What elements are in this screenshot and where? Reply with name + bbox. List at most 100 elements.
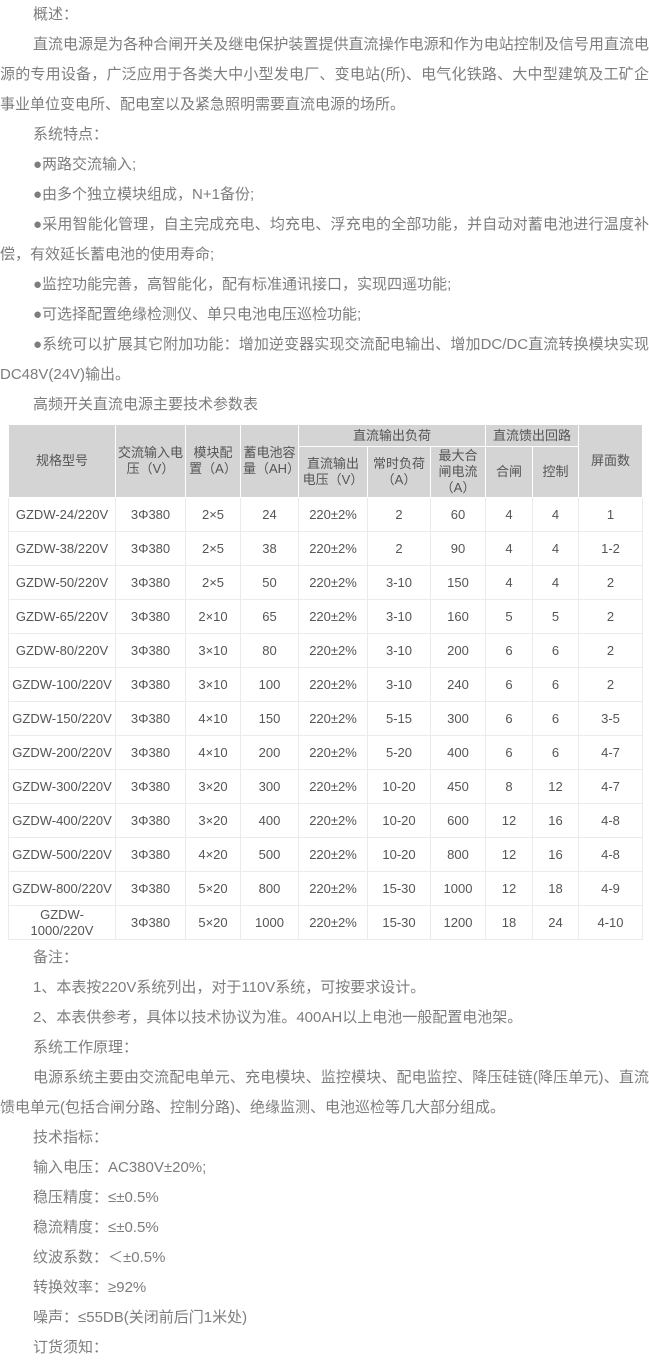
- feature-item: ●可选择配置绝缘检测仪、单只电池电压巡检功能;: [33, 306, 362, 323]
- table-cell: 6: [485, 667, 533, 702]
- table-cell: 5×20: [185, 871, 241, 906]
- table-row: GZDW-500/220V 3Φ380 4×20 500 220±2% 10-20 800 1…: [8, 837, 644, 872]
- table-cell: 2: [578, 565, 644, 600]
- table-cell: 5: [485, 599, 533, 634]
- feature-item: ●两路交流输入;: [33, 156, 137, 173]
- table-cell: 3-10: [367, 599, 431, 634]
- table-cell: 300: [430, 701, 486, 736]
- table-cell: 220±2%: [298, 497, 368, 532]
- table-cell: 5-20: [367, 735, 431, 770]
- table-cell: 220±2%: [298, 599, 368, 634]
- table-cell: 3Φ380: [115, 837, 186, 872]
- table-cell: 24: [240, 497, 299, 532]
- col-header-dc-output-voltage: 直流输出电压（V）: [298, 446, 368, 498]
- table-cell: 3-5: [578, 701, 644, 736]
- table-cell: 800: [240, 871, 299, 906]
- spec-table: 规格型号 交流输入电压（V） 模块配置（A） 蓄电池容量（AH） 直流输出负荷 …: [8, 424, 644, 940]
- indicator-item: 纹波系数：＜±0.5%: [33, 1249, 166, 1266]
- table-cell: 160: [430, 599, 486, 634]
- table-cell: 3Φ380: [115, 667, 186, 702]
- table-cell: 6: [531, 701, 580, 736]
- table-cell: 2: [578, 633, 644, 668]
- table-cell: GZDW-400/220V: [8, 803, 116, 838]
- table-cell: GZDW-100/220V: [8, 667, 116, 702]
- table-cell: 200: [240, 735, 299, 770]
- table-cell: 2: [367, 497, 431, 532]
- table-cell: 4: [531, 497, 580, 532]
- principle-paragraph: 电源系统主要由交流配电单元、充电模块、监控模块、配电监控、降压硅链(降压单元)、…: [0, 1069, 649, 1116]
- table-cell: 4: [485, 497, 533, 532]
- table-cell: 12: [531, 769, 580, 804]
- table-cell: 6: [531, 667, 580, 702]
- indicator-item: 噪声：≤55DB(关闭前后门1米处): [33, 1309, 248, 1326]
- features-heading: 系统特点：: [33, 126, 109, 143]
- table-cell: 4-8: [578, 803, 644, 838]
- table-cell: GZDW-200/220V: [8, 735, 116, 770]
- table-cell: 4-8: [578, 837, 644, 872]
- table-cell: 2: [578, 599, 644, 634]
- table-cell: 400: [240, 803, 299, 838]
- table-cell: 3Φ380: [115, 905, 186, 940]
- table-cell: 6: [485, 701, 533, 736]
- table-cell: 12: [485, 837, 533, 872]
- table-cell: 6: [531, 633, 580, 668]
- table-cell: 220±2%: [298, 735, 368, 770]
- table-row: GZDW-100/220V 3Φ380 3×10 100 220±2% 3-10 240 6 6…: [8, 667, 644, 702]
- table-row: GZDW-400/220V 3Φ380 3×20 400 220±2% 10-20 600 1…: [8, 803, 644, 838]
- col-header-closing: 合闸: [485, 446, 533, 498]
- table-cell: 220±2%: [298, 871, 368, 906]
- table-cell: 2: [578, 667, 644, 702]
- table-row: GZDW-38/220V 3Φ380 2×5 38 220±2% 2 90 4 4 1-2: [8, 531, 644, 566]
- table-cell: GZDW-65/220V: [8, 599, 116, 634]
- table-cell: 220±2%: [298, 803, 368, 838]
- indicator-item: 稳压精度：≤±0.5%: [33, 1189, 159, 1206]
- col-header-ac-input: 交流输入电压（V）: [115, 424, 186, 498]
- table-cell: 6: [531, 735, 580, 770]
- table-row: GZDW-65/220V 3Φ380 2×10 65 220±2% 3-10 160 5 5 2: [8, 599, 644, 634]
- col-header-battery-capacity: 蓄电池容量（AH）: [240, 424, 300, 498]
- table-cell: 3×10: [185, 633, 241, 668]
- table-row: GZDW-24/220V 3Φ380 2×5 24 220±2% 2 60 4 4 1: [8, 497, 644, 532]
- table-cell: 220±2%: [298, 633, 368, 668]
- table-cell: 150: [430, 565, 486, 600]
- indicator-item: 输入电压：AC380V±20%;: [33, 1159, 207, 1176]
- table-cell: GZDW-500/220V: [8, 837, 116, 872]
- col-header-normal-load: 常时负荷（A）: [367, 446, 431, 498]
- indicator-item: 转换效率：≥92%: [33, 1279, 147, 1296]
- table-cell: 8: [485, 769, 533, 804]
- table-cell: 2×5: [185, 497, 241, 532]
- table-cell: 3Φ380: [115, 497, 186, 532]
- table-cell: 4: [531, 565, 580, 600]
- table-cell: 18: [531, 871, 580, 906]
- table-cell: GZDW-800/220V: [8, 871, 116, 906]
- overview-heading: 概述：: [33, 6, 79, 23]
- table-cell: 12: [485, 803, 533, 838]
- table-row: GZDW-150/220V 3Φ380 4×10 150 220±2% 5-15 300 6 6…: [8, 701, 644, 736]
- header-group-row: 规格型号 交流输入电压（V） 模块配置（A） 蓄电池容量（AH） 直流输出负荷 …: [8, 424, 644, 498]
- table-cell: 4×10: [185, 735, 241, 770]
- table-cell: 2×5: [185, 565, 241, 600]
- col-group-dc-output-load: 直流输出负荷: [298, 424, 486, 447]
- table-cell: 300: [240, 769, 299, 804]
- table-cell: 16: [531, 803, 580, 838]
- principle-heading: 系统工作原理：: [33, 1039, 139, 1056]
- table-cell: 10-20: [367, 769, 431, 804]
- table-cell: 5×20: [185, 905, 241, 940]
- table-cell: GZDW-80/220V: [8, 633, 116, 668]
- table-cell: GZDW-50/220V: [8, 565, 116, 600]
- table-cell: 3Φ380: [115, 871, 186, 906]
- table-cell: 3×20: [185, 769, 241, 804]
- table-cell: 4×10: [185, 701, 241, 736]
- spec-table-body: GZDW-24/220V 3Φ380 2×5 24 220±2% 2 60 4 4 1 GZDW-3…: [8, 497, 644, 940]
- table-cell: 3Φ380: [115, 769, 186, 804]
- table-cell: 1-2: [578, 531, 644, 566]
- table-cell: 3Φ380: [115, 701, 186, 736]
- table-cell: 5: [531, 599, 580, 634]
- table-cell: 1200: [430, 905, 486, 940]
- table-cell: 4-7: [578, 735, 644, 770]
- table-cell: 3Φ380: [115, 735, 186, 770]
- table-cell: 3Φ380: [115, 633, 186, 668]
- table-cell: 65: [240, 599, 299, 634]
- feature-item: ●系统可以扩展其它附加功能：增加逆变器实现交流配电输出、增加DC/DC直流转换模…: [0, 336, 649, 383]
